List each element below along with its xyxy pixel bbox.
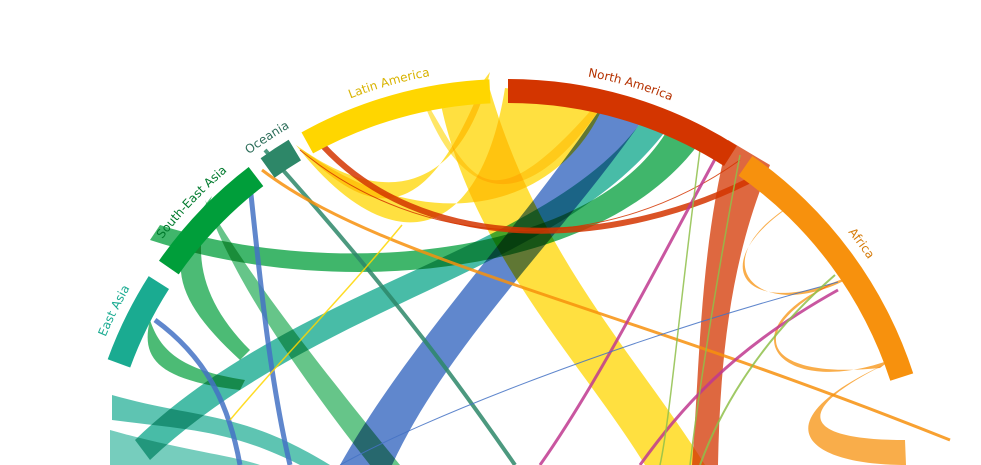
flow-line — [263, 148, 517, 465]
arc-south-east-asia — [159, 167, 264, 275]
flow-line — [638, 288, 839, 465]
ribbon — [150, 122, 700, 272]
region-arcs — [107, 78, 914, 381]
arc-east-asia — [107, 276, 169, 368]
arc-latin-america — [301, 79, 491, 154]
ribbon — [147, 320, 245, 390]
flow-line — [689, 154, 741, 465]
ribbon — [440, 90, 705, 465]
ribbon — [112, 395, 330, 465]
flow-line — [299, 149, 741, 231]
ribbon — [808, 362, 906, 465]
flow-line — [247, 184, 293, 465]
flow-line — [229, 224, 403, 421]
ribbon — [135, 112, 672, 460]
flow-line — [659, 149, 701, 465]
arc-north-america — [508, 78, 737, 166]
flow-line — [339, 281, 839, 465]
arc-oceania — [260, 139, 301, 178]
flow-line — [699, 274, 836, 465]
flow-line — [153, 317, 243, 465]
ribbon — [742, 198, 855, 295]
ribbon — [110, 430, 260, 465]
flow-line — [261, 168, 951, 442]
arc-africa — [738, 156, 914, 381]
ribbon — [420, 92, 606, 185]
flow-line — [538, 149, 722, 465]
ribbons — [110, 72, 951, 465]
ribbon — [692, 140, 770, 465]
